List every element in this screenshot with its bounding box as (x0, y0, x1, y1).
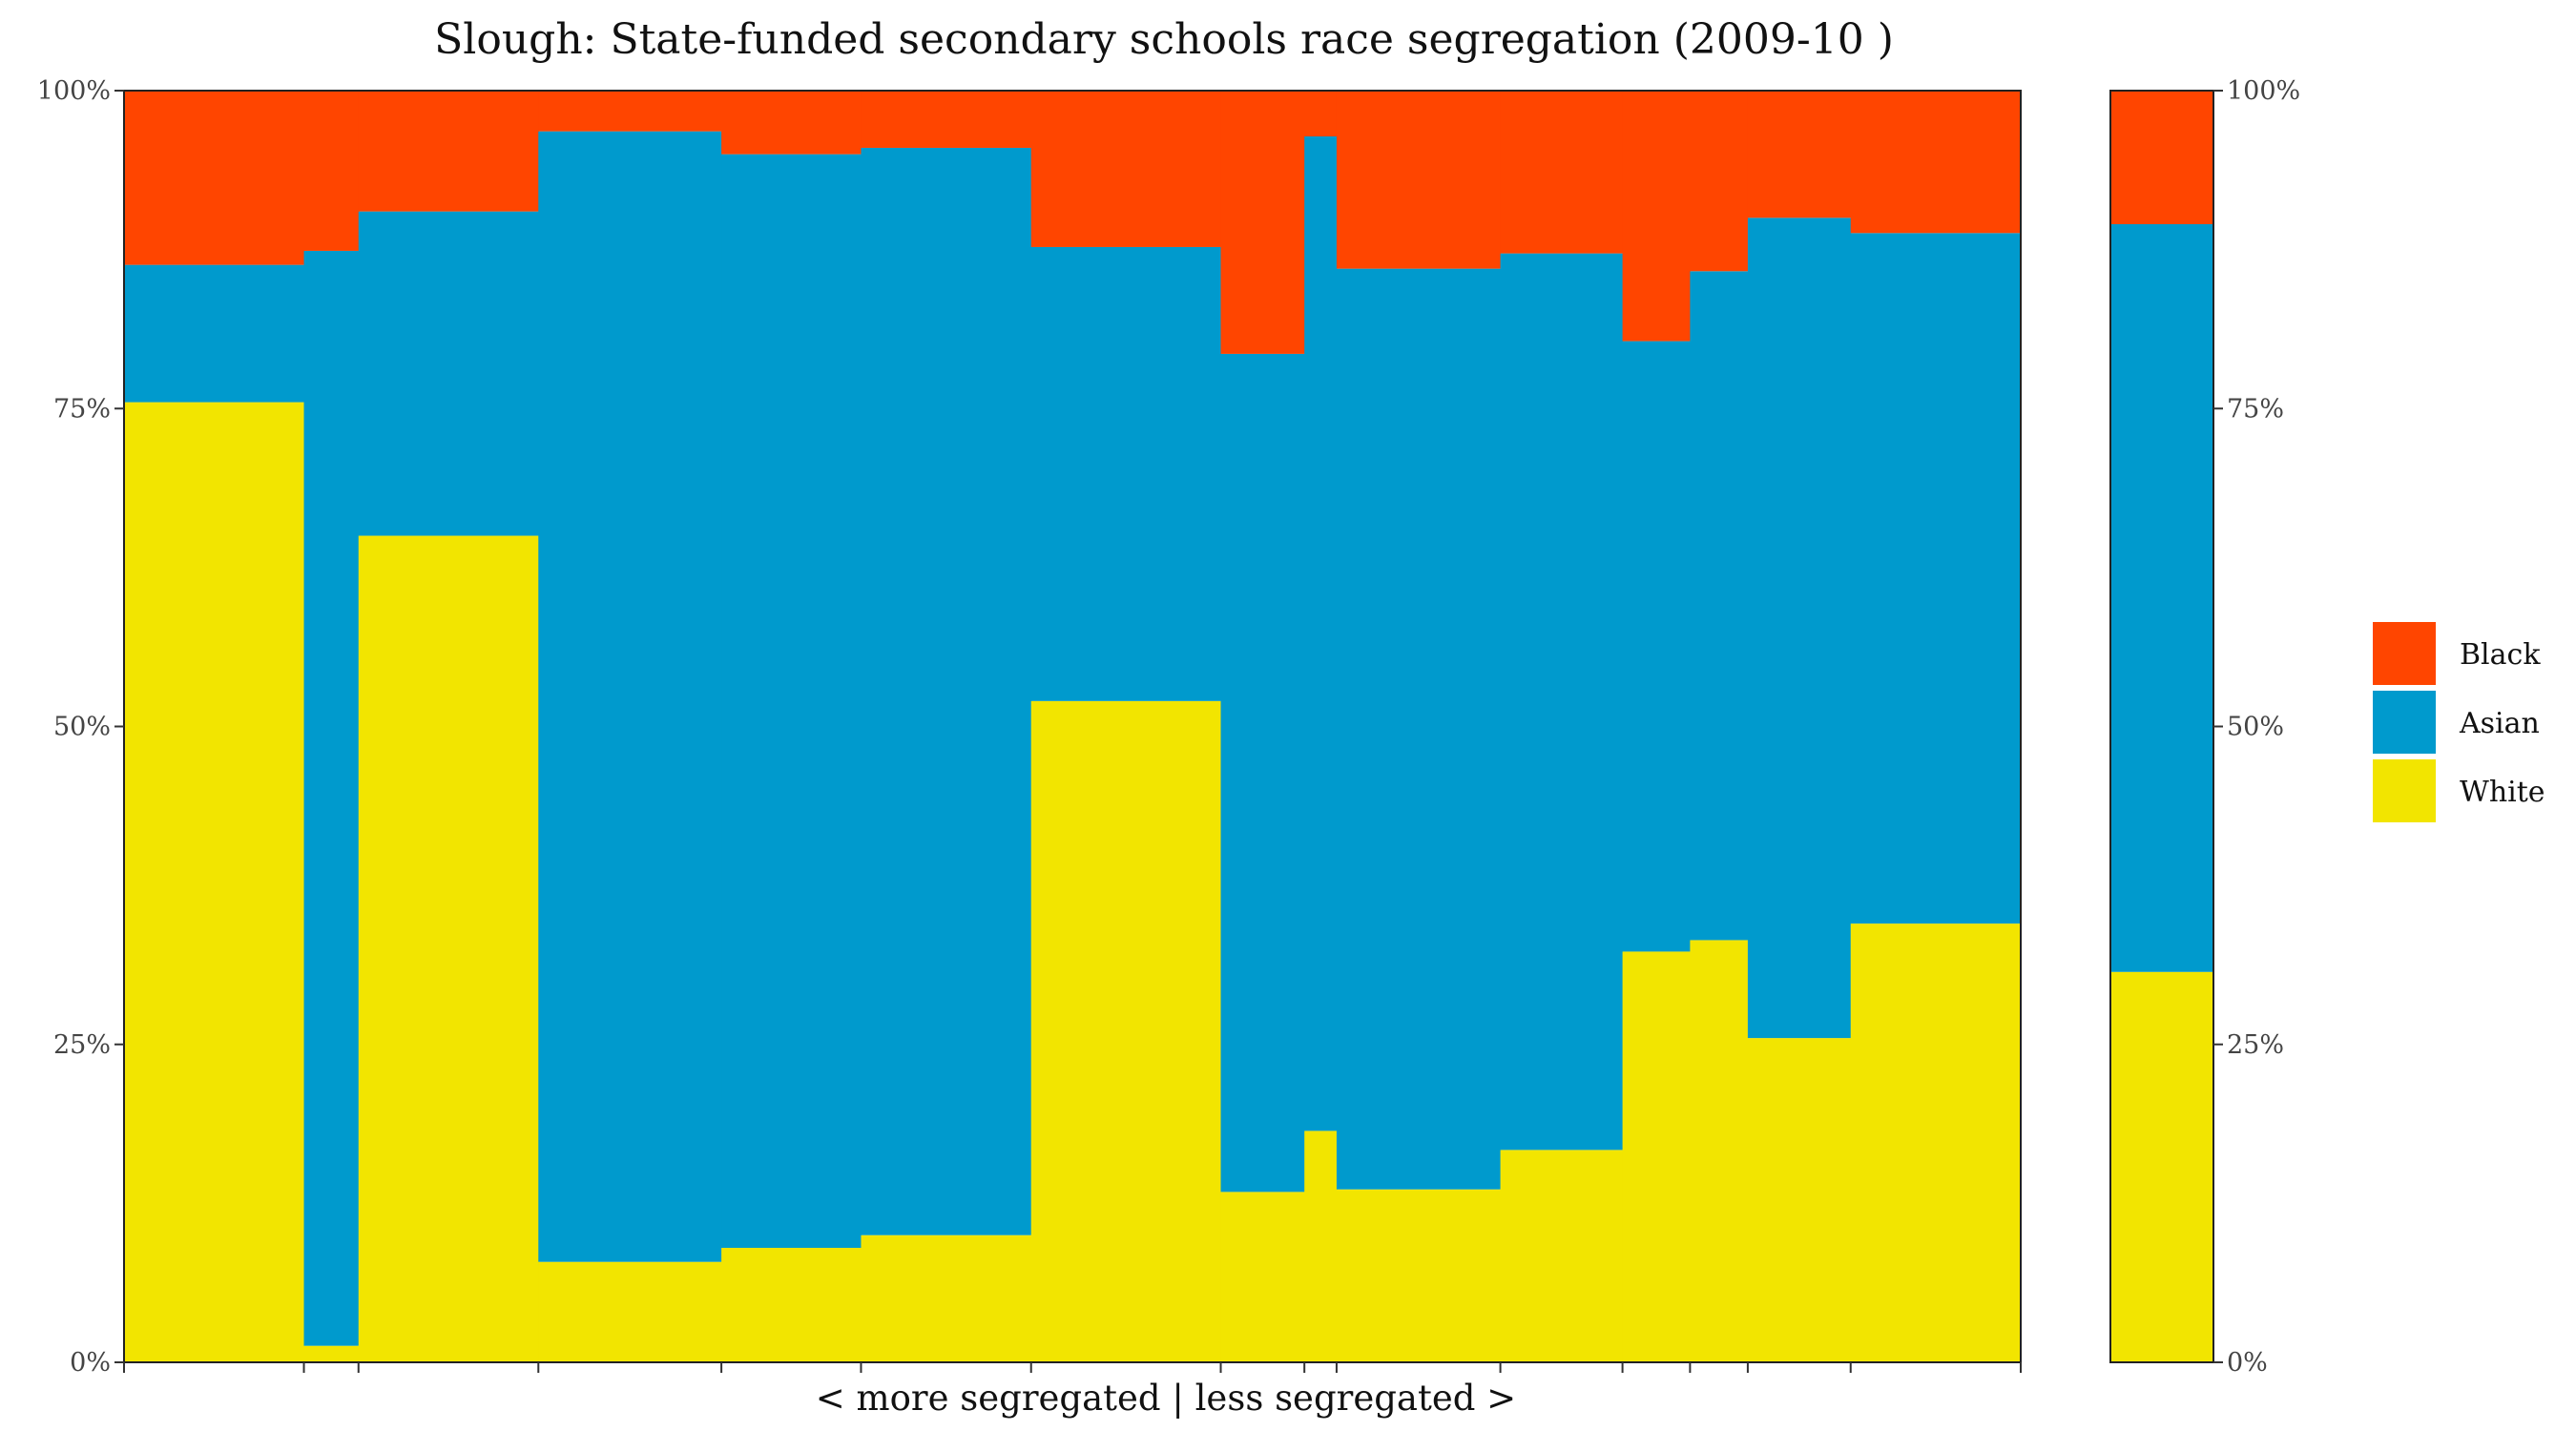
bar-white-6 (861, 1234, 1032, 1362)
x-axis-label: < more segregated | less segregated > (816, 1378, 1516, 1419)
bar-asian-12 (1622, 341, 1691, 952)
overall-black (2110, 91, 2213, 224)
bar-asian-14 (1747, 218, 1852, 1039)
bar-asian-15 (1850, 233, 2022, 924)
y-axis-right: 0% 25% 50% 75% 100% (2213, 76, 2300, 1378)
bar-black-7 (1030, 91, 1222, 247)
bar-white-12 (1622, 951, 1691, 1362)
y-tick-label-right: 0% (2227, 1348, 2268, 1378)
legend: Black Asian White (2373, 622, 2545, 822)
chart-title: Slough: State-funded secondary schools r… (434, 15, 1894, 64)
bar-black-12 (1622, 91, 1691, 342)
y-axis-left: 0% 25% 50% 75% 100% (37, 76, 124, 1378)
legend-label-asian: Asian (2459, 707, 2540, 740)
bar-black-4 (538, 91, 722, 132)
bar-black-8 (1220, 91, 1305, 354)
legend-swatch-asian (2373, 691, 2436, 754)
bar-asian-2 (303, 250, 360, 1346)
y-tick-label-left: 50% (53, 713, 111, 742)
bar-black-6 (861, 91, 1032, 148)
y-tick-label-left: 0% (70, 1348, 111, 1378)
bar-white-14 (1747, 1038, 1852, 1362)
bar-asian-4 (538, 131, 722, 1262)
school-bars (124, 91, 2022, 1363)
legend-swatch-white (2373, 759, 2436, 822)
bar-white-9 (1304, 1130, 1338, 1362)
bar-white-7 (1030, 700, 1222, 1362)
legend-label-white: White (2460, 776, 2545, 809)
bar-black-5 (721, 91, 862, 155)
bar-asian-6 (861, 147, 1032, 1235)
legend-label-black: Black (2460, 638, 2541, 672)
bar-asian-9 (1304, 135, 1338, 1131)
overall-asian (2110, 223, 2213, 972)
bar-white-3 (358, 535, 539, 1362)
bar-black-9 (1304, 91, 1338, 136)
x-axis-ticks (123, 1362, 2022, 1373)
bar-asian-10 (1336, 268, 1502, 1190)
overall-white (2110, 971, 2213, 1362)
overall-bar (2110, 91, 2213, 1362)
bar-black-14 (1747, 91, 1852, 218)
y-tick-label-right: 100% (2227, 76, 2300, 106)
bar-asian-7 (1030, 246, 1222, 701)
bar-black-10 (1336, 91, 1502, 269)
y-tick-label-left: 100% (37, 76, 111, 106)
bar-black-2 (303, 91, 360, 251)
bar-asian-8 (1220, 353, 1305, 1192)
bar-white-8 (1220, 1192, 1305, 1362)
bar-white-13 (1690, 940, 1749, 1362)
bar-white-15 (1850, 923, 2022, 1362)
bar-white-10 (1336, 1189, 1502, 1362)
bar-asian-11 (1500, 253, 1624, 1151)
bar-white-2 (303, 1345, 360, 1362)
y-tick-label-left: 25% (53, 1030, 111, 1060)
bar-black-11 (1500, 91, 1624, 254)
bar-white-11 (1500, 1150, 1624, 1362)
bar-asian-1 (124, 264, 305, 403)
bar-black-13 (1690, 91, 1749, 272)
bar-asian-3 (358, 211, 539, 536)
bar-black-15 (1850, 91, 2022, 234)
legend-swatch-black (2373, 622, 2436, 685)
bar-white-1 (124, 402, 305, 1363)
y-tick-label-right: 50% (2227, 713, 2284, 742)
y-tick-label-left: 75% (53, 394, 111, 424)
bar-black-1 (124, 91, 305, 265)
y-tick-label-right: 75% (2227, 394, 2284, 424)
bar-black-3 (358, 91, 539, 212)
y-tick-label-right: 25% (2227, 1030, 2284, 1060)
bar-white-4 (538, 1261, 722, 1362)
bar-white-5 (721, 1248, 862, 1362)
bar-asian-5 (721, 154, 862, 1249)
bar-asian-13 (1690, 271, 1749, 941)
